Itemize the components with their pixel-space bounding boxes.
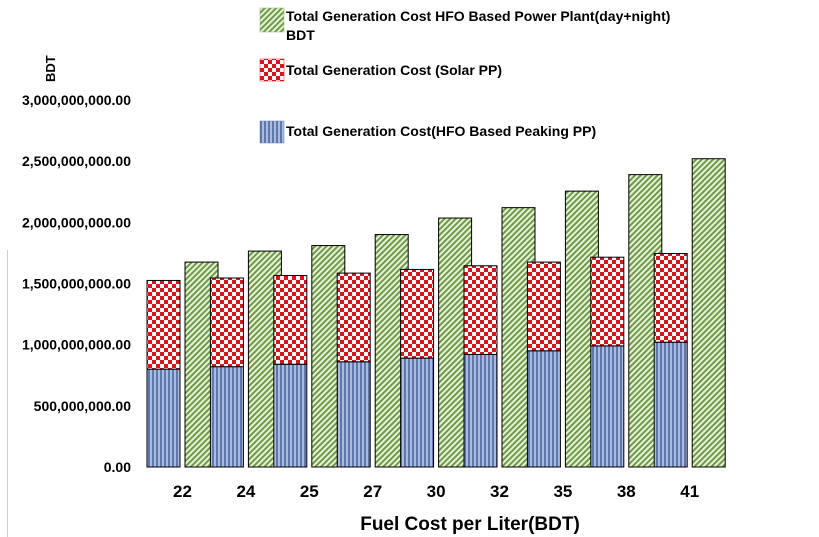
left-edge-rule — [7, 250, 8, 537]
bar-peaking-35 — [526, 350, 561, 468]
bar-solar-25 — [273, 275, 308, 365]
legend-label-solar: Total Generation Cost (Solar PP) — [286, 62, 502, 78]
y-tick-label: 0.00 — [104, 459, 131, 475]
legend-label-hfo-day-night-line1: Total Generation Cost HFO Based Power Pl… — [286, 8, 670, 24]
legend-swatch-hfo-day-night — [259, 7, 285, 33]
bar-solar-30 — [400, 268, 435, 359]
x-tick-label: 38 — [617, 482, 636, 501]
bar-solar-41 — [653, 253, 688, 343]
bar-peaking-30 — [400, 357, 435, 468]
legend-swatch-peaking — [259, 120, 285, 144]
x-tick-label: 27 — [363, 482, 382, 501]
bar-peaking-25 — [273, 363, 308, 468]
y-tick-label: 1,000,000,000.00 — [22, 337, 131, 353]
y-tick-label: 2,500,000,000.00 — [22, 153, 131, 169]
legend-label-peaking: Total Generation Cost(HFO Based Peaking … — [286, 123, 596, 139]
bar-hfo-day-night-41 — [691, 158, 726, 468]
x-tick-label: 32 — [490, 482, 509, 501]
y-tick-label: 1,500,000,000.00 — [22, 276, 131, 292]
bar-solar-35 — [526, 261, 561, 352]
legend-label-hfo-day-night-line2: BDT — [286, 27, 315, 43]
bars-group — [146, 158, 726, 468]
legend: Total Generation Cost HFO Based Power Pl… — [259, 7, 670, 144]
y-tick-label: 500,000,000.00 — [34, 398, 132, 414]
bar-solar-27 — [336, 272, 371, 363]
bar-solar-22 — [146, 279, 181, 370]
x-axis: 22 24 25 27 30 32 35 38 41 — [173, 482, 699, 501]
legend-swatch-solar — [259, 58, 285, 82]
bar-peaking-27 — [336, 361, 371, 468]
x-tick-label: 35 — [553, 482, 572, 501]
bar-solar-38 — [590, 256, 625, 347]
y-tick-label: 3,000,000,000.00 — [22, 92, 131, 108]
y-tick-label: 2,000,000,000.00 — [22, 214, 131, 230]
bar-peaking-22 — [146, 368, 181, 468]
y-axis: 0.00 500,000,000.00 1,000,000,000.00 1,500,… — [22, 92, 131, 475]
bar-peaking-38 — [590, 345, 625, 468]
bar-peaking-41 — [653, 341, 688, 468]
bar-peaking-24 — [209, 366, 244, 468]
x-axis-label: Fuel Cost per Liter(BDT) — [360, 514, 580, 535]
bar-solar-24 — [209, 277, 244, 368]
y-axis-label: BDT — [43, 55, 58, 82]
x-tick-label: 25 — [300, 482, 319, 501]
bar-peaking-32 — [463, 353, 498, 468]
x-tick-label: 22 — [173, 482, 192, 501]
x-tick-label: 41 — [680, 482, 699, 501]
x-tick-label: 30 — [427, 482, 446, 501]
x-tick-label: 24 — [236, 482, 255, 501]
bar-solar-32 — [463, 265, 498, 355]
